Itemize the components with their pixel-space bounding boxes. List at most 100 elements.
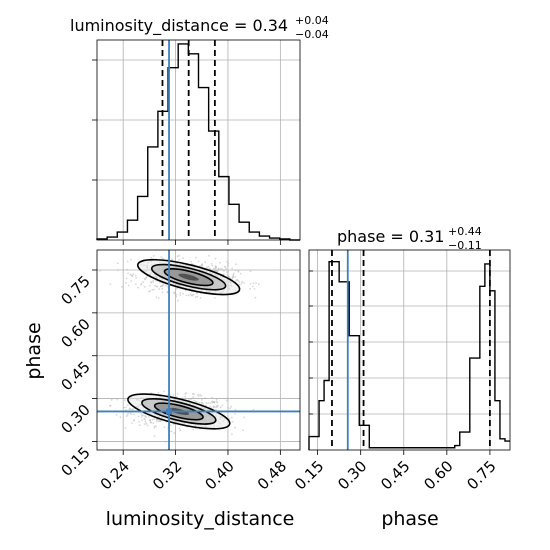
scatter-point bbox=[126, 268, 128, 271]
scatter-point bbox=[225, 268, 227, 270]
scatter-point bbox=[140, 283, 142, 286]
scatter-point bbox=[125, 406, 127, 409]
scatter-point bbox=[214, 257, 217, 260]
scatter-point bbox=[127, 272, 129, 275]
scatter-point bbox=[230, 405, 233, 408]
scatter-point bbox=[190, 294, 193, 297]
scatter-point bbox=[204, 261, 207, 264]
scatter-point bbox=[234, 276, 237, 278]
scatter-point bbox=[99, 270, 101, 272]
scatter-point bbox=[172, 291, 175, 294]
scatter-point bbox=[160, 285, 162, 287]
scatter-point bbox=[144, 278, 147, 281]
scatter-point bbox=[197, 395, 200, 397]
ld-histogram-step bbox=[96, 43, 300, 241]
scatter-point bbox=[116, 262, 119, 265]
scatter-point bbox=[235, 263, 237, 266]
phase-histogram-panel: 0.15 0.30 0.45 0.60 0.75 bbox=[291, 249, 511, 493]
scatter-point bbox=[173, 423, 175, 426]
scatter-point bbox=[237, 279, 239, 282]
scatter-point bbox=[234, 413, 237, 415]
scatter-point bbox=[176, 255, 179, 258]
scatter-point bbox=[192, 428, 195, 431]
scatter-point bbox=[196, 401, 199, 403]
scatter-point bbox=[209, 402, 212, 404]
scatter-point bbox=[197, 260, 200, 263]
scatter-point bbox=[187, 294, 190, 297]
y-axis-label-phase: phase bbox=[23, 322, 45, 379]
scatter-point bbox=[227, 274, 229, 276]
scatter-point bbox=[254, 296, 257, 299]
scatter-point bbox=[109, 283, 112, 286]
scatter-point bbox=[226, 264, 229, 267]
scatter-point bbox=[227, 407, 229, 409]
scatter-point bbox=[231, 420, 234, 423]
scatter-point bbox=[255, 282, 257, 284]
luminosity-distance-title-minus: −0.04 bbox=[295, 28, 329, 41]
scatter-point bbox=[240, 282, 243, 285]
scatter-point bbox=[232, 272, 235, 275]
scatter-point bbox=[192, 293, 195, 296]
scatter-point bbox=[117, 269, 119, 271]
scatter-point bbox=[173, 432, 176, 435]
scatter-point bbox=[178, 254, 181, 257]
joint-scatter-panel: 0.24 0.32 0.40 0.48 0.15 0.30 0.45 0.60 0.75 bbox=[57, 249, 301, 493]
phase-hist-xtick-label-2: 0.45 bbox=[377, 457, 413, 493]
scatter-point bbox=[175, 293, 178, 296]
scatter-point bbox=[231, 433, 233, 436]
scatter-point bbox=[152, 422, 155, 425]
scatter-point bbox=[222, 269, 225, 272]
scatter-point bbox=[153, 418, 156, 420]
scatter-point bbox=[127, 412, 129, 415]
scatter-point bbox=[215, 408, 217, 411]
scatter-point bbox=[124, 427, 127, 429]
scatter-point bbox=[217, 268, 220, 271]
scatter-point bbox=[161, 291, 164, 294]
scatter-point bbox=[159, 281, 161, 284]
scatter-point bbox=[153, 435, 156, 438]
scatter-point bbox=[184, 289, 187, 292]
luminosity-distance-histogram-panel bbox=[92, 39, 301, 245]
joint-ytick-label-0: 0.15 bbox=[57, 444, 93, 480]
scatter-point bbox=[155, 420, 158, 423]
scatter-point bbox=[145, 422, 148, 425]
scatter-point bbox=[252, 282, 255, 285]
scatter-point bbox=[185, 294, 188, 297]
scatter-point bbox=[227, 295, 229, 297]
scatter-point bbox=[232, 274, 235, 276]
scatter-point bbox=[214, 267, 217, 270]
joint-ytick-label-2: 0.45 bbox=[57, 358, 93, 394]
scatter-point bbox=[219, 406, 222, 409]
scatter-point bbox=[211, 400, 214, 403]
scatter-point bbox=[197, 397, 200, 400]
scatter-point bbox=[176, 393, 179, 395]
scatter-point bbox=[141, 419, 143, 421]
scatter-point bbox=[152, 255, 155, 257]
scatter-point bbox=[155, 418, 158, 421]
phase-title: phase = 0.31 bbox=[337, 227, 444, 246]
scatter-point bbox=[145, 276, 148, 279]
scatter-point bbox=[199, 297, 202, 299]
scatter-point bbox=[144, 423, 146, 425]
scatter-point bbox=[238, 283, 241, 286]
scatter-point bbox=[155, 296, 158, 298]
luminosity-distance-title-plus: +0.04 bbox=[295, 14, 329, 27]
scatter-point bbox=[140, 413, 143, 415]
scatter-point bbox=[151, 288, 154, 291]
scatter-point bbox=[109, 404, 112, 407]
scatter-point bbox=[216, 406, 219, 408]
scatter-point bbox=[221, 404, 224, 407]
scatter-point bbox=[212, 406, 215, 409]
scatter-point bbox=[178, 258, 181, 261]
scatter-point bbox=[165, 284, 168, 287]
scatter-point bbox=[249, 270, 252, 273]
scatter-point bbox=[249, 288, 252, 290]
scatter-point bbox=[226, 260, 229, 263]
scatter-point bbox=[199, 264, 202, 267]
scatter-point bbox=[130, 413, 132, 416]
x-axis-label-luminosity-distance: luminosity_distance bbox=[106, 508, 295, 530]
scatter-point bbox=[161, 285, 164, 288]
scatter-point bbox=[138, 424, 141, 427]
scatter-point bbox=[172, 394, 175, 396]
scatter-point bbox=[110, 398, 113, 401]
